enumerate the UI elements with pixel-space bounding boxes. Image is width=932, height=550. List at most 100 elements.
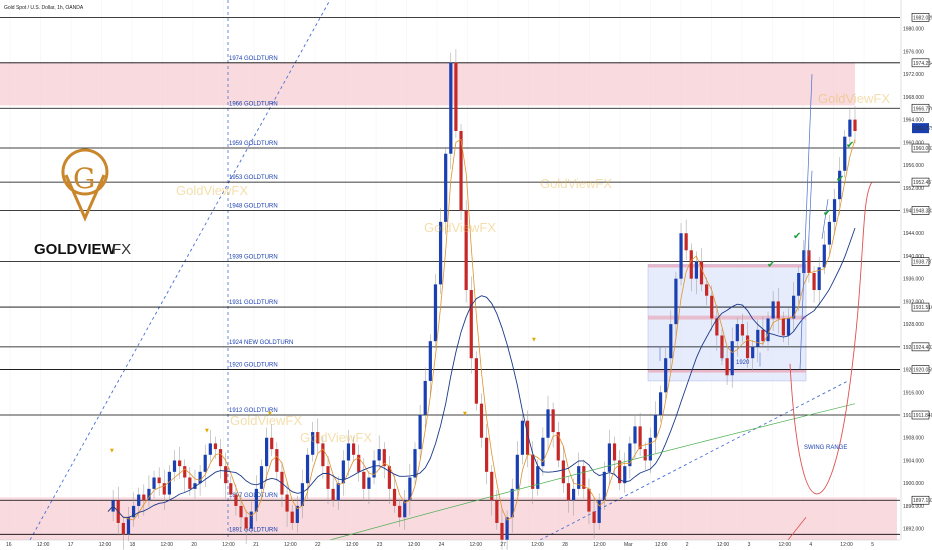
candle-body	[433, 284, 438, 342]
candle-body	[224, 466, 228, 484]
candle-body	[234, 494, 238, 506]
candle-body	[745, 335, 750, 359]
price-tick-label: 1916.000	[903, 390, 924, 396]
time-tick-label: 2	[686, 542, 689, 548]
candle-body	[766, 318, 770, 342]
price-tag-label: 1924.402	[913, 345, 932, 351]
price-tag-label: 1952.457	[913, 180, 932, 186]
price-tick-label: 1956.000	[903, 163, 924, 169]
price-tag-box	[911, 257, 930, 266]
candle-body	[541, 437, 545, 467]
logo-point	[64, 174, 106, 222]
time-tick-label: 5	[871, 542, 874, 548]
candle-body	[612, 443, 617, 461]
candle-body	[577, 466, 581, 489]
candle-body	[449, 62, 453, 154]
candle-body	[479, 403, 484, 438]
candle-body	[500, 522, 504, 540]
time-tick-label: 23	[377, 542, 383, 548]
level-label: 1959 GOLDTURN	[229, 141, 278, 147]
candle-body	[474, 358, 478, 404]
price-tag-box	[911, 495, 930, 505]
price-tag-label: 1911.840	[913, 413, 932, 419]
time-tick-label: 3	[748, 542, 751, 548]
candle-body	[838, 170, 842, 200]
time-tick-label: 12:00	[161, 542, 174, 548]
candle-body	[730, 341, 734, 376]
candle-body	[623, 466, 627, 484]
candle-body	[208, 443, 212, 455]
candle-body	[147, 488, 151, 501]
candle-body	[853, 119, 857, 131]
candles	[111, 49, 857, 550]
range-1920-label: 1920	[736, 360, 750, 366]
candle-body	[403, 500, 407, 518]
candle-body	[566, 483, 571, 501]
time-tick-label: 17	[68, 542, 74, 548]
level-label: 1974 GOLDTURN	[229, 56, 278, 62]
ma-fast-line	[107, 138, 856, 521]
candle-body	[551, 409, 555, 433]
level-label: 1920 GOLDTURN	[229, 363, 278, 369]
level-label: 1948 GOLDTURN	[229, 204, 278, 210]
time-tick-label: 12:00	[717, 542, 730, 548]
check-icon: ✔	[836, 174, 844, 185]
time-tick-label: 12:00	[531, 542, 544, 548]
range-box-mid	[648, 315, 806, 320]
candle-body	[822, 244, 826, 268]
candle-body	[172, 460, 177, 472]
candle-body	[454, 62, 458, 131]
price-tick-label: 1944.000	[903, 231, 924, 237]
price-tag-label: 1931.516	[913, 305, 932, 311]
time-tick-label: 12:00	[655, 542, 668, 548]
resistance-zone	[0, 62, 855, 106]
time-tick-label: 12:00	[346, 542, 359, 548]
time-tick-label: 12:00	[222, 542, 235, 548]
candle-body	[771, 301, 775, 319]
moving-averages	[107, 138, 856, 541]
watermark-text: GoldViewFX	[176, 183, 248, 198]
watermark-text: GoldViewFX	[424, 220, 496, 235]
price-tick-label: 1892.000	[903, 527, 924, 533]
candle-body	[372, 460, 376, 478]
current-price-label: 1961.775	[913, 126, 932, 132]
candle-body	[807, 250, 811, 273]
candle-body	[679, 233, 683, 279]
candle-body	[510, 488, 514, 518]
time-tick-label: 18	[130, 542, 136, 548]
candle-body	[444, 153, 448, 222]
price-tick-label: 1972.000	[903, 72, 924, 78]
candle-body	[239, 505, 243, 518]
candle-body	[259, 466, 264, 489]
candle-body	[525, 420, 530, 455]
time-tick-label: Mar	[624, 542, 633, 548]
candle-body	[131, 505, 136, 518]
price-tag-label: 1920.059	[913, 368, 932, 374]
candle-body	[198, 471, 202, 484]
swing-arrow	[787, 517, 807, 541]
price-tick-label: 1960.000	[903, 140, 924, 146]
candle-body	[270, 437, 274, 450]
candle-body	[597, 500, 601, 523]
check-icon: ✔	[823, 208, 831, 219]
price-tag-label: 1974.254	[913, 61, 932, 67]
candle-body	[188, 477, 192, 489]
candle-body	[423, 380, 427, 416]
time-tick-label: 12:00	[470, 542, 483, 548]
candle-body	[121, 522, 125, 535]
candle-body	[592, 511, 596, 523]
watermark-text: GoldViewFX	[818, 91, 890, 106]
price-tag-label: 1966.770	[913, 106, 932, 112]
candle-body	[571, 488, 576, 501]
price-tick-label: 1976.000	[903, 49, 924, 55]
signal-icon: ▼	[463, 411, 467, 417]
candle-body	[428, 341, 432, 381]
candle-body	[761, 329, 765, 342]
candle-body	[531, 454, 535, 489]
price-tag-box	[911, 206, 930, 215]
candle-body	[684, 233, 688, 251]
candle-body	[715, 318, 719, 336]
